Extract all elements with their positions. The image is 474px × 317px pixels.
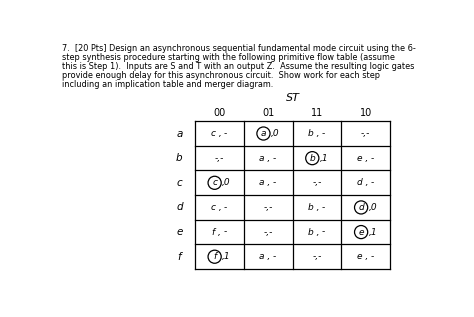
Text: 7.  [20 Pts] Design an asynchronous sequential fundamental mode circuit using th: 7. [20 Pts] Design an asynchronous seque… [63, 44, 416, 53]
Text: b ,: b , [308, 228, 319, 236]
Text: -: - [273, 252, 276, 261]
Text: d: d [358, 203, 364, 212]
Text: -: - [321, 129, 325, 138]
Text: e ,: e , [357, 154, 368, 163]
Text: e: e [176, 227, 182, 237]
Text: a: a [261, 129, 266, 138]
Text: provide enough delay for this asynchronous circuit.  Show work for each step: provide enough delay for this asynchrono… [63, 71, 380, 80]
Text: ,0: ,0 [222, 178, 231, 187]
Text: 00: 00 [213, 108, 226, 119]
Text: -,-: -,- [361, 129, 371, 138]
Text: -: - [321, 203, 325, 212]
Text: -: - [273, 154, 276, 163]
Text: f: f [178, 252, 181, 262]
Text: c: c [176, 178, 182, 188]
Text: step synthesis procedure starting with the following primitive flow table (assum: step synthesis procedure starting with t… [63, 53, 395, 62]
Text: -: - [224, 203, 227, 212]
Text: 01: 01 [262, 108, 274, 119]
Text: -: - [370, 252, 374, 261]
Text: -: - [224, 129, 227, 138]
Text: -: - [370, 154, 374, 163]
Text: ,0: ,0 [368, 203, 377, 212]
Text: d ,: d , [357, 178, 368, 187]
Text: a: a [176, 128, 182, 139]
Text: b ,: b , [308, 203, 319, 212]
Text: -,-: -,- [312, 178, 322, 187]
Text: e ,: e , [357, 252, 368, 261]
Text: -,-: -,- [264, 228, 273, 236]
Text: ST: ST [286, 93, 300, 103]
Text: 11: 11 [311, 108, 323, 119]
Text: -: - [273, 178, 276, 187]
Text: c ,: c , [211, 203, 221, 212]
Text: this is Step 1).  Inputs are S and T with an output Z.  Assume the resulting log: this is Step 1). Inputs are S and T with… [63, 62, 415, 71]
Text: including an implication table and merger diagram.: including an implication table and merge… [63, 80, 273, 89]
Text: -,-: -,- [312, 252, 322, 261]
Text: a ,: a , [259, 178, 271, 187]
Text: ,0: ,0 [271, 129, 280, 138]
Text: c: c [212, 178, 217, 187]
Text: a ,: a , [259, 252, 271, 261]
Text: b: b [176, 153, 182, 163]
Text: 10: 10 [360, 108, 372, 119]
Text: ,1: ,1 [319, 154, 328, 163]
Text: ,1: ,1 [222, 252, 231, 261]
Text: d: d [176, 203, 182, 212]
Text: f: f [213, 252, 216, 261]
Text: -,-: -,- [215, 154, 224, 163]
Text: -: - [224, 228, 227, 236]
Text: -: - [370, 178, 374, 187]
Text: b ,: b , [308, 129, 319, 138]
Text: -,-: -,- [264, 203, 273, 212]
Text: -: - [321, 228, 325, 236]
Text: ,1: ,1 [368, 228, 377, 236]
Text: e: e [358, 228, 364, 236]
Text: b: b [310, 154, 315, 163]
Text: f ,: f , [212, 228, 220, 236]
Text: a ,: a , [259, 154, 271, 163]
Text: c ,: c , [211, 129, 221, 138]
